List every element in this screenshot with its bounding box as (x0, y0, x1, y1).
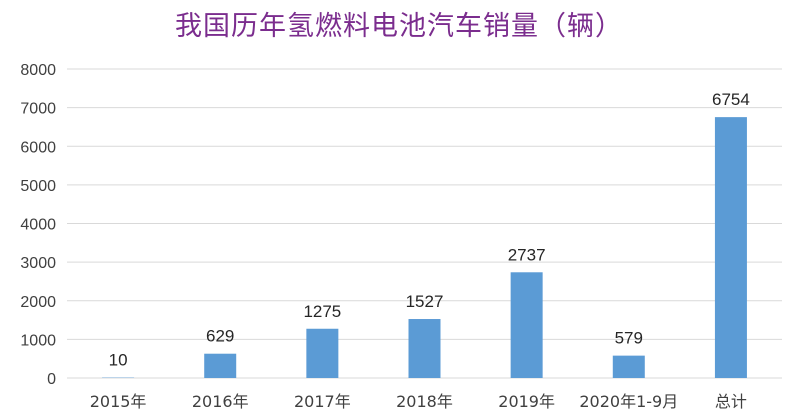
x-tick-label: 2017年 (294, 392, 351, 411)
y-tick-label: 0 (47, 371, 56, 388)
y-tick-label: 4000 (20, 217, 56, 234)
y-tick-label: 1000 (20, 332, 56, 349)
bar (306, 328, 339, 378)
data-label: 10 (109, 351, 128, 370)
data-label: 2737 (508, 245, 546, 264)
data-label: 1275 (303, 302, 341, 321)
y-tick-label: 5000 (20, 178, 56, 195)
chart-title: 我国历年氢燃料电池汽车销量（辆） (175, 11, 623, 42)
x-tick-label: 2015年 (90, 392, 147, 411)
data-label: 1527 (406, 292, 444, 311)
bar (204, 353, 237, 378)
data-label: 579 (615, 329, 643, 348)
bar (510, 272, 543, 378)
y-tick-label: 6000 (20, 139, 56, 156)
data-label: 629 (206, 327, 234, 346)
y-tick-label: 3000 (20, 255, 56, 272)
x-tick-label: 2016年 (192, 392, 249, 411)
y-tick-label: 2000 (20, 294, 56, 311)
x-tick-label: 总计 (715, 392, 747, 411)
category-labels: 2015年 2016年 2017年 2018年 2019年 2020年1-9月 总计 (90, 392, 747, 411)
bar (612, 355, 645, 378)
bar (714, 117, 747, 379)
y-tick-label: 7000 (20, 101, 56, 118)
data-label: 6754 (712, 90, 750, 109)
y-tick-label: 8000 (20, 62, 56, 79)
data-labels: 10 629 1275 1527 2737 579 6754 (109, 90, 750, 369)
x-tick-label: 2018年 (396, 392, 453, 411)
bar (408, 319, 441, 378)
x-tick-label: 2019年 (498, 392, 555, 411)
x-tick-label: 2020年1-9月 (579, 392, 678, 411)
y-axis-ticks: 0 1000 2000 3000 4000 5000 6000 7000 8000 (20, 62, 56, 388)
bars (102, 117, 747, 379)
